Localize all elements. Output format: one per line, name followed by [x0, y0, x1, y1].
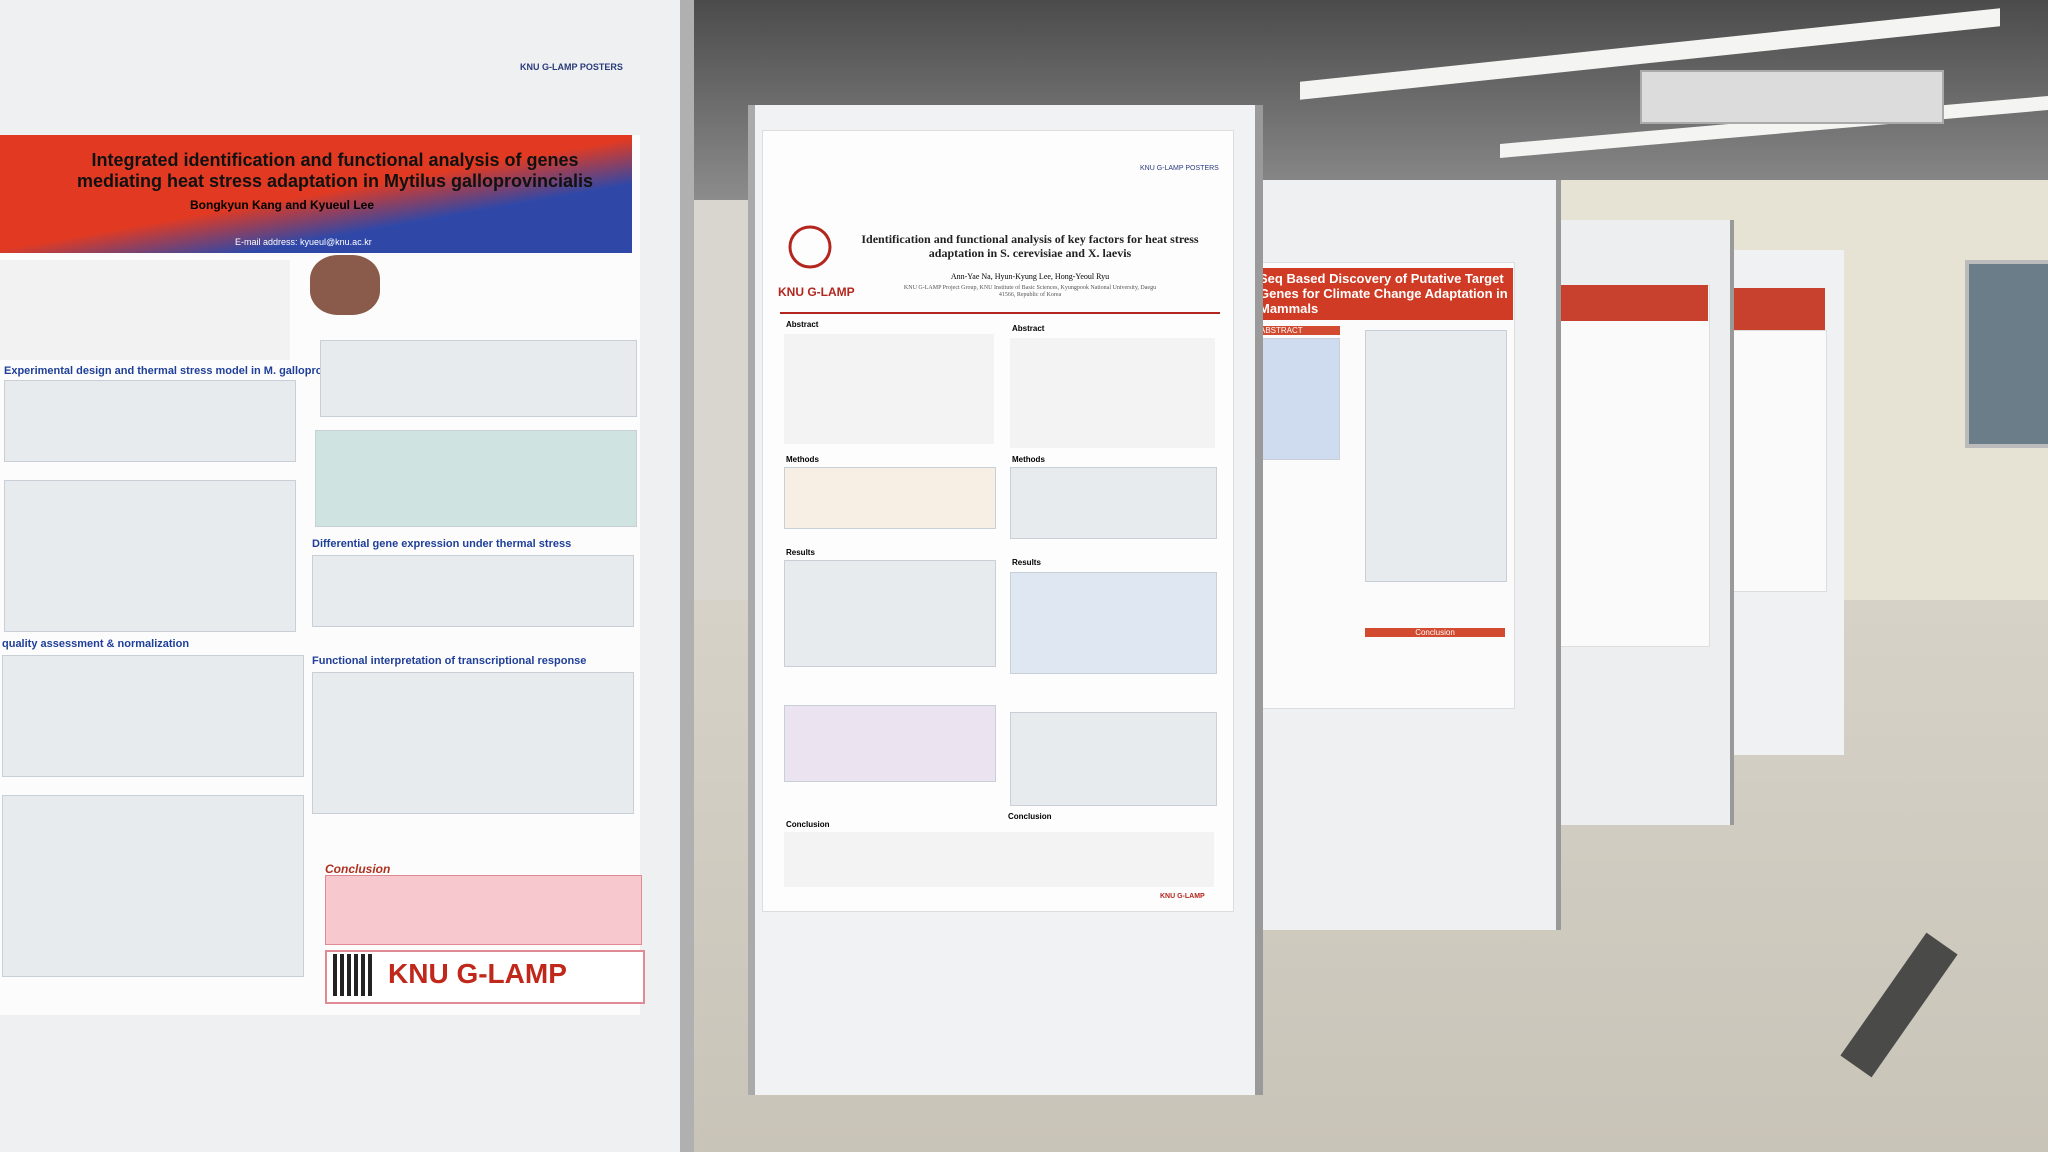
section-label: Results	[786, 548, 815, 557]
section-label: Abstract	[1012, 324, 1045, 333]
figure	[784, 467, 996, 529]
figure	[312, 555, 634, 627]
section-label: Experimental design and thermal stress m…	[4, 365, 366, 377]
poster-header	[0, 135, 632, 253]
figure	[1010, 572, 1217, 674]
figure	[2, 795, 304, 977]
section-label: Conclusion	[1365, 628, 1505, 637]
section-label: Methods	[786, 455, 819, 464]
text-block	[0, 260, 290, 360]
section-label: Conclusion	[786, 820, 830, 829]
text-block	[784, 334, 994, 444]
poster-authors: Ann-Yae Na, Hyun-Kyung Lee, Hong-Yeoul R…	[950, 272, 1110, 281]
poster-tag: KNU G-LAMP POSTERS	[1140, 165, 1219, 172]
section-label: quality assessment & normalization	[2, 638, 190, 650]
section-label: Differential gene expression under therm…	[312, 538, 572, 550]
window	[1965, 260, 2048, 448]
emblem	[788, 225, 832, 269]
section-label: Methods	[1012, 455, 1045, 464]
figure	[784, 560, 996, 667]
poster	[1725, 330, 1827, 592]
logo-box	[325, 950, 645, 1004]
figure	[784, 705, 996, 782]
section-label: ABSTRACT	[1260, 326, 1340, 335]
poster	[1548, 285, 1710, 647]
poster-logo: KNU G-LAMP	[778, 285, 855, 299]
poster-title: Identification and functional analysis o…	[861, 232, 1199, 260]
figure	[310, 255, 380, 315]
poster-title: Seq Based Discovery of Putative Target G…	[1255, 268, 1513, 320]
ceiling-light	[1640, 70, 1944, 124]
figure	[312, 672, 634, 814]
rule	[780, 312, 1220, 314]
section-label: Functional interpretation of transcripti…	[312, 655, 587, 667]
qr-code	[333, 954, 375, 996]
poster-authors: Bongkyun Kang and Kyueul Lee	[190, 198, 375, 212]
figure	[320, 340, 637, 417]
text-block	[1258, 338, 1340, 460]
poster-title: Integrated identification and functional…	[76, 150, 594, 191]
section-label: Abstract	[786, 320, 819, 329]
figure	[2, 655, 304, 777]
poster-header	[1548, 285, 1708, 321]
figure	[4, 480, 296, 632]
poster-logo: KNU G-LAMP	[1160, 893, 1205, 900]
figure	[315, 430, 637, 527]
figure	[1010, 712, 1217, 806]
poster-affiliation: KNU G-LAMP Project Group, KNU Institute …	[903, 285, 1157, 298]
text-block	[325, 875, 642, 945]
poster-header	[1725, 288, 1825, 330]
text-block	[1010, 338, 1215, 448]
poster-logo: KNU G-LAMP	[388, 958, 567, 989]
figure	[1365, 330, 1507, 582]
section-label: Results	[1012, 558, 1041, 567]
poster-tag: KNU G-LAMP POSTERS	[520, 62, 623, 72]
figure	[1010, 467, 1217, 539]
section-label: Conclusion	[1008, 812, 1052, 821]
section-label: Conclusion	[325, 862, 391, 876]
poster-email: E-mail address: kyueul@knu.ac.kr	[235, 237, 372, 247]
figure	[4, 380, 296, 462]
text-block	[784, 832, 1214, 887]
